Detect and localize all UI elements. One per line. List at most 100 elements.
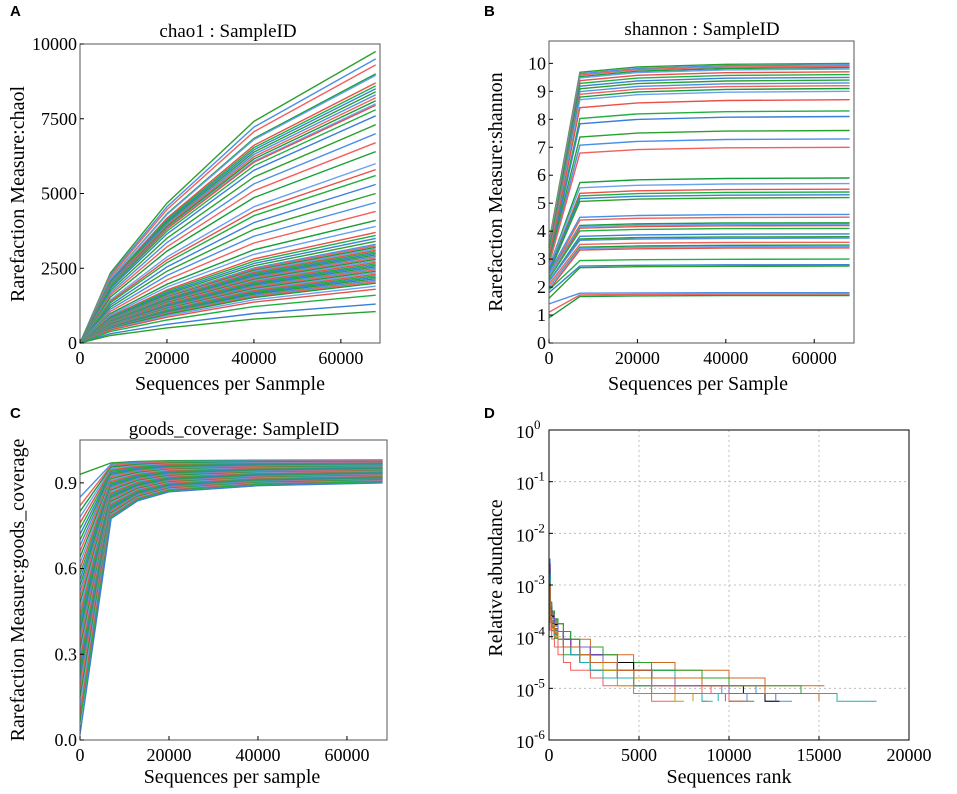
x-tick-label-D: 10000: [707, 745, 752, 765]
series-line-B: [548, 213, 850, 274]
panel-letter-B: B: [484, 3, 495, 20]
series-group-C: [79, 459, 383, 735]
series-line-B: [548, 245, 850, 288]
panel-letter-A: A: [10, 3, 21, 20]
y-tick-label-A: 0: [68, 333, 77, 353]
series-step-D: [549, 563, 757, 694]
x-axis-label-C: Sequences per sample: [144, 766, 321, 788]
series-line-A: [79, 174, 376, 344]
series-line-A: [79, 210, 376, 344]
y-tick-label-B: 8: [537, 109, 546, 129]
y-tick-label-D: 100: [516, 417, 541, 442]
y-tick-base: 10: [516, 525, 534, 545]
y-tick-label-B: 2: [537, 277, 546, 297]
x-tick-label-B: 40000: [703, 348, 748, 368]
x-tick-label-B: 60000: [792, 348, 837, 368]
y-tick-label-B: 0: [537, 333, 546, 353]
series-step-D: [549, 579, 733, 702]
series-line-B: [548, 216, 850, 277]
y-tick-label-C: 0.3: [55, 644, 78, 664]
series-step-D: [549, 569, 738, 694]
y-tick-base: 10: [516, 577, 534, 597]
y-tick-label-B: 3: [537, 249, 546, 269]
plot-frame-C: [79, 439, 388, 741]
series-line-C: [79, 479, 383, 698]
x-axis-label-A: Sequences per Sanmple: [135, 373, 325, 395]
series-step-D: [549, 569, 703, 694]
series-line-B: [548, 196, 850, 274]
chart-title-B: shannon : SampleID: [624, 19, 779, 40]
series-line-A: [79, 183, 376, 344]
y-tick-base: 10: [516, 474, 534, 494]
x-tick-label-C: 20000: [146, 745, 191, 765]
y-axis-label-C: Rarefaction Measure:goods_coverage: [7, 439, 29, 742]
series-step-D: [549, 569, 723, 694]
series-line-B: [548, 233, 850, 282]
series-step-D: [549, 579, 746, 702]
y-tick-label-A: 10000: [32, 34, 77, 54]
y-tick-base: 10: [516, 629, 534, 649]
y-tick-label-C: 0.6: [55, 559, 78, 579]
series-line-B: [548, 138, 850, 265]
series-line-C: [79, 478, 383, 689]
series-group-D: [549, 558, 877, 702]
series-step-D: [549, 574, 697, 687]
y-tick-exponent: -4: [534, 624, 545, 639]
series-step-D: [549, 574, 765, 694]
series-step-D: [549, 569, 728, 687]
series-step-D: [549, 579, 735, 694]
y-tick-label-C: 0.9: [55, 473, 78, 493]
y-tick-label-A: 5000: [41, 184, 77, 204]
x-tick-label-C: 0: [76, 745, 85, 765]
series-line-B: [548, 293, 850, 313]
series-line-B: [548, 264, 850, 294]
series-line-C: [79, 481, 383, 724]
series-line-A: [79, 192, 376, 344]
series-line-C: [79, 482, 383, 735]
series-line-B: [548, 224, 850, 280]
series-line-B: [548, 241, 850, 285]
y-tick-label-A: 2500: [41, 258, 77, 278]
y-axis-label-B: Rarefaction Measure:shannon: [485, 72, 507, 311]
series-step-D: [549, 584, 749, 702]
series-line-B: [548, 191, 850, 271]
series-step-D: [549, 574, 708, 702]
series-line-A: [79, 201, 376, 344]
series-line-B: [548, 90, 850, 260]
y-tick-label-D: 10-5: [516, 675, 545, 700]
series-line-B: [548, 182, 850, 268]
y-tick-base: 10: [516, 422, 534, 442]
series-line-B: [548, 223, 850, 277]
series-step-D: [549, 563, 769, 694]
chart-title-C: goods_coverage: SampleID: [129, 419, 340, 440]
chart-title-A: chao1 : SampleID: [159, 21, 296, 42]
series-line-A: [79, 133, 376, 344]
x-tick-label-A: 40000: [231, 348, 276, 368]
series-step-D: [549, 563, 777, 702]
series-line-B: [548, 177, 850, 268]
series-line-B: [548, 66, 850, 249]
y-tick-label-B: 6: [537, 165, 546, 185]
x-tick-label-D: 0: [545, 745, 554, 765]
x-tick-label-C: 40000: [235, 745, 280, 765]
x-axis-label-B: Sequences per Sample: [608, 373, 788, 395]
x-tick-label-D: 15000: [797, 745, 842, 765]
y-tick-label-A: 7500: [41, 109, 77, 129]
series-line-B: [548, 265, 850, 299]
series-line-A: [79, 310, 376, 344]
y-tick-exponent: -1: [534, 469, 545, 484]
series-line-B: [548, 247, 850, 291]
series-line-B: [548, 129, 850, 263]
y-tick-label-C: 0.0: [55, 730, 78, 750]
series-step-D: [549, 574, 720, 694]
series-line-B: [548, 294, 850, 319]
y-tick-exponent: -6: [534, 727, 545, 742]
series-step-D: [549, 574, 712, 694]
series-line-B: [548, 237, 850, 282]
x-axis-label-D: Sequences rank: [667, 766, 792, 788]
series-group-A: [79, 50, 377, 344]
y-tick-exponent: -3: [534, 572, 545, 587]
series-step-D: [549, 558, 715, 687]
